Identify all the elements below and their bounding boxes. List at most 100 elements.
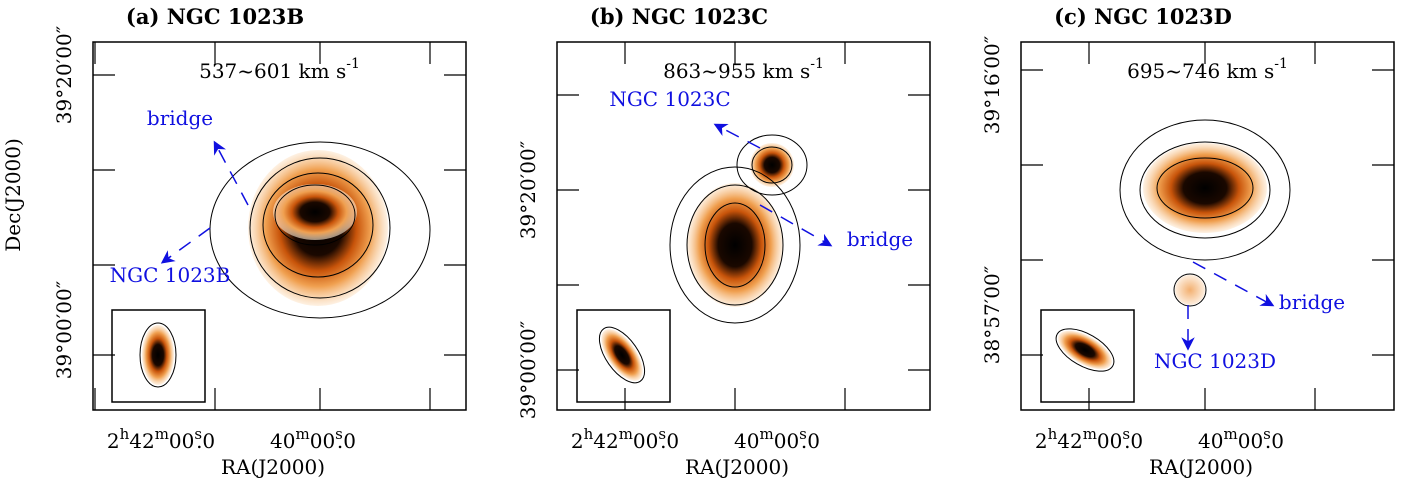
ra-unit: s	[658, 425, 666, 443]
ra-unit: s	[1263, 425, 1271, 443]
ra-digits: 42	[593, 429, 618, 453]
x-axis-label: RA(J2000)	[685, 455, 789, 479]
velocity-range: 863~955 km s-1	[663, 56, 824, 83]
ra-digits: 40	[1198, 429, 1223, 453]
contour	[1173, 273, 1207, 307]
contour	[1139, 141, 1271, 239]
inset-image	[1058, 330, 1112, 370]
annotation: bridge	[147, 106, 213, 130]
emission	[1175, 275, 1205, 305]
ra-digits: .0	[1124, 429, 1143, 453]
ra-unit: m	[1083, 425, 1097, 443]
ra-unit: m	[155, 425, 169, 443]
annotation-arrow	[213, 140, 249, 206]
velocity-text: 863~955 km s	[663, 59, 810, 83]
ra-unit: m	[619, 425, 633, 443]
frame	[1020, 41, 1395, 411]
ra-digits: 2	[571, 429, 584, 453]
frame	[556, 41, 931, 411]
velocity-range: 695~746 km s-1	[1127, 56, 1288, 83]
ra-tick-label: 2h42m00s.0	[571, 425, 679, 453]
contour	[704, 202, 766, 288]
contour	[249, 157, 391, 299]
contour	[736, 134, 808, 196]
ra-digits: 00	[774, 429, 799, 453]
dec-tick-label: 39°20′00″	[516, 141, 540, 239]
panel-title: (b) NGC 1023C	[590, 4, 768, 29]
ra-digits: .0	[337, 429, 356, 453]
ra-unit: h	[1048, 425, 1058, 443]
ra-digits: 00	[1097, 429, 1122, 453]
ra-digits: 40	[734, 429, 759, 453]
velocity-range: 537~601 km s-1	[199, 56, 360, 83]
velocity-exponent: -1	[810, 56, 824, 72]
annotation: NGC 1023D	[1154, 349, 1276, 373]
emission	[687, 183, 783, 307]
annotation: bridge	[847, 227, 913, 251]
ra-digits: 2	[107, 429, 120, 453]
panel: (b) NGC 1023C 863~955 km s-1 39°20′00″ 39°0…	[516, 4, 931, 479]
ra-digits: .0	[1265, 429, 1284, 453]
ra-digits: .0	[660, 429, 679, 453]
annotation: bridge	[1279, 290, 1345, 314]
annotation-arrow	[1192, 261, 1275, 307]
annotation: NGC 1023C	[609, 87, 730, 111]
contour	[686, 184, 784, 306]
emission	[273, 184, 357, 240]
emission	[750, 143, 794, 187]
annotation-arrow	[713, 123, 761, 149]
panel: (c) NGC 1023D 695~746 km s-1 39°16′00″ 38°5…	[980, 4, 1395, 479]
inset-contour	[598, 326, 646, 384]
contour	[209, 141, 431, 319]
annotation: NGC 1023B	[110, 263, 231, 287]
ra-unit: h	[120, 425, 130, 443]
contour	[751, 146, 793, 184]
ra-digits: 42	[1057, 429, 1082, 453]
velocity-exponent: -1	[1274, 56, 1288, 72]
ra-unit: s	[335, 425, 343, 443]
ra-digits: 00	[169, 429, 194, 453]
annotation-arrow	[160, 227, 211, 264]
inset-frame	[576, 309, 671, 403]
contour	[669, 166, 801, 324]
ra-unit: s	[1122, 425, 1130, 443]
ra-digits: .0	[196, 429, 215, 453]
ra-tick-label: 2h42m00s.0	[107, 425, 215, 453]
velocity-text: 537~601 km s	[199, 59, 346, 83]
contour	[262, 172, 374, 278]
inset-frame	[1040, 309, 1135, 403]
ra-tick-label: 40m00s.0	[270, 425, 356, 453]
inset-frame	[111, 309, 206, 403]
ra-digits: 00	[633, 429, 658, 453]
ra-unit: s	[194, 425, 202, 443]
ra-unit: m	[1223, 425, 1237, 443]
ra-digits: 00	[310, 429, 335, 453]
ra-digits: 2	[1035, 429, 1048, 453]
velocity-exponent: -1	[346, 56, 360, 72]
ra-digits: 00	[1238, 429, 1263, 453]
ra-tick-label: 2h42m00s.0	[1035, 425, 1143, 453]
ra-digits: .0	[801, 429, 820, 453]
frame	[92, 41, 467, 411]
ra-unit: h	[584, 425, 594, 443]
annotation-arrow	[759, 204, 833, 247]
inset-contour	[1055, 328, 1115, 372]
y-axis-label: Dec(J2000)	[1, 138, 25, 252]
contour	[1119, 119, 1291, 261]
dec-tick-label: 39°00′00″	[516, 321, 540, 419]
emission	[1143, 143, 1267, 233]
dec-tick-label: 39°00′00″	[52, 281, 76, 379]
panel-title: (a) NGC 1023B	[126, 4, 304, 29]
ra-digits: 40	[270, 429, 295, 453]
ra-tick-label: 40m00s.0	[1198, 425, 1284, 453]
x-axis-label: RA(J2000)	[1149, 455, 1253, 479]
contour	[274, 184, 356, 246]
panel: (a) NGC 1023B 537~601 km s-1 39°20′00″ 39°0…	[52, 4, 467, 479]
dec-tick-label: 38°57′00″	[980, 266, 1004, 364]
ra-digits: 42	[129, 429, 154, 453]
inset-image	[601, 329, 643, 381]
x-axis-label: RA(J2000)	[221, 455, 325, 479]
ra-unit: s	[799, 425, 807, 443]
dec-tick-label: 39°16′00″	[980, 36, 1004, 134]
ra-unit: m	[295, 425, 309, 443]
